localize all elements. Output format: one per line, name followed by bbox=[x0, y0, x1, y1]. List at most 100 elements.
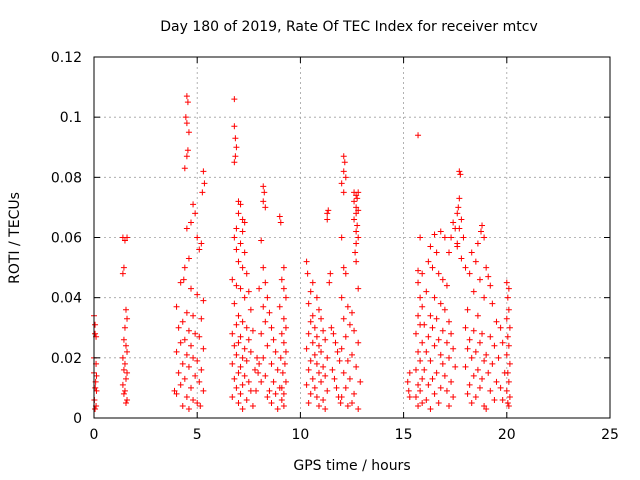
data-point bbox=[305, 399, 312, 406]
data-point bbox=[353, 228, 360, 235]
data-point bbox=[505, 342, 512, 349]
data-point bbox=[237, 390, 244, 397]
data-point bbox=[121, 387, 128, 394]
data-point bbox=[479, 330, 486, 337]
data-point bbox=[412, 330, 419, 337]
data-point bbox=[184, 147, 191, 154]
data-point bbox=[179, 318, 186, 325]
data-point bbox=[262, 279, 269, 286]
data-point bbox=[320, 363, 327, 370]
data-point bbox=[282, 378, 289, 385]
data-point bbox=[241, 249, 248, 256]
data-point bbox=[417, 234, 424, 241]
data-point bbox=[92, 330, 99, 337]
data-point bbox=[194, 291, 201, 298]
data-point bbox=[423, 288, 430, 295]
data-point bbox=[322, 336, 329, 343]
data-point bbox=[495, 354, 502, 361]
data-point bbox=[196, 333, 203, 340]
data-point bbox=[274, 405, 281, 412]
data-point bbox=[303, 258, 310, 265]
data-point bbox=[415, 348, 422, 355]
data-point bbox=[119, 381, 126, 388]
data-point bbox=[185, 255, 192, 262]
x-tick-label: 15 bbox=[395, 427, 413, 443]
chart-title: Day 180 of 2019, Rate Of TEC Index for r… bbox=[160, 19, 537, 35]
data-point bbox=[260, 183, 267, 190]
data-point bbox=[124, 396, 131, 403]
data-point bbox=[237, 333, 244, 340]
data-point bbox=[355, 207, 362, 214]
data-point bbox=[181, 165, 188, 172]
data-point bbox=[235, 369, 242, 376]
data-point bbox=[448, 234, 455, 241]
data-point bbox=[441, 372, 448, 379]
data-point bbox=[441, 234, 448, 241]
data-point bbox=[470, 288, 477, 295]
data-point bbox=[499, 339, 506, 346]
data-point bbox=[330, 330, 337, 337]
data-point bbox=[504, 369, 511, 376]
data-point bbox=[456, 168, 463, 175]
data-point bbox=[479, 222, 486, 229]
data-point bbox=[268, 399, 275, 406]
data-point bbox=[340, 168, 347, 175]
data-point bbox=[305, 366, 312, 373]
data-point bbox=[258, 330, 265, 337]
data-point bbox=[233, 351, 240, 358]
data-point bbox=[280, 315, 287, 322]
data-point bbox=[433, 369, 440, 376]
data-point bbox=[404, 378, 411, 385]
data-point bbox=[340, 189, 347, 196]
data-point bbox=[340, 264, 347, 271]
data-point bbox=[255, 369, 262, 376]
data-point bbox=[229, 330, 236, 337]
data-point bbox=[264, 393, 271, 400]
data-point bbox=[309, 312, 316, 319]
data-point bbox=[124, 315, 131, 322]
data-point bbox=[415, 402, 422, 409]
data-point bbox=[307, 288, 314, 295]
data-point bbox=[311, 384, 318, 391]
data-point bbox=[121, 237, 128, 244]
data-points bbox=[91, 93, 513, 412]
data-point bbox=[412, 366, 419, 373]
data-point bbox=[280, 285, 287, 292]
data-point bbox=[183, 120, 190, 127]
data-point bbox=[185, 363, 192, 370]
x-tick-label: 5 bbox=[193, 427, 202, 443]
data-point bbox=[280, 390, 287, 397]
data-point bbox=[241, 219, 248, 226]
data-point bbox=[346, 375, 353, 382]
y-tick-label: 0.06 bbox=[51, 231, 82, 247]
data-point bbox=[419, 399, 426, 406]
data-point bbox=[278, 396, 285, 403]
data-point bbox=[464, 306, 471, 313]
data-point bbox=[351, 198, 358, 205]
data-point bbox=[281, 360, 288, 367]
data-point bbox=[342, 384, 349, 391]
data-point bbox=[277, 354, 284, 361]
data-point bbox=[313, 333, 320, 340]
data-point bbox=[239, 216, 246, 223]
data-point bbox=[309, 339, 316, 346]
data-point bbox=[485, 273, 492, 280]
data-point bbox=[342, 174, 349, 181]
data-point bbox=[505, 378, 512, 385]
data-point bbox=[124, 348, 131, 355]
data-point bbox=[503, 351, 510, 358]
data-point bbox=[194, 357, 201, 364]
data-point bbox=[405, 387, 412, 394]
data-point bbox=[200, 345, 207, 352]
y-tick-label: 0.1 bbox=[60, 110, 82, 126]
data-point bbox=[421, 321, 428, 328]
data-point bbox=[194, 399, 201, 406]
data-point bbox=[412, 393, 419, 400]
data-point bbox=[124, 369, 131, 376]
data-point bbox=[355, 285, 362, 292]
data-point bbox=[239, 405, 246, 412]
data-point bbox=[122, 375, 129, 382]
data-point bbox=[264, 342, 271, 349]
data-point bbox=[474, 240, 481, 247]
data-point bbox=[439, 327, 446, 334]
